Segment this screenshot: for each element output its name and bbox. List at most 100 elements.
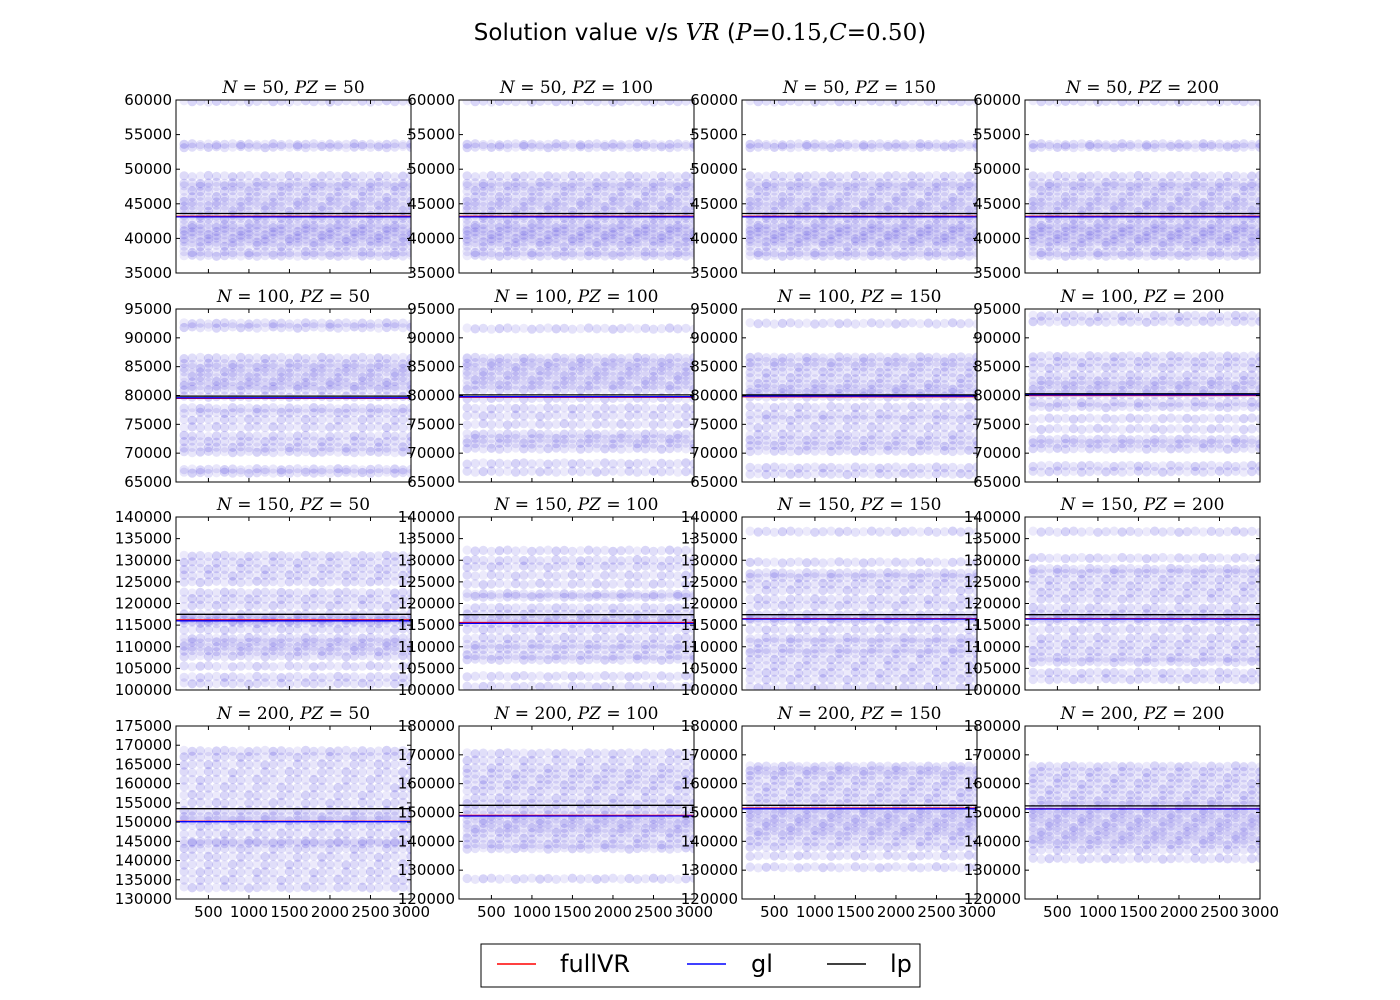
scatter-point [584, 459, 594, 469]
scatter-point [1239, 233, 1249, 243]
scatter-point [559, 458, 569, 468]
scatter-point [1198, 201, 1208, 211]
scatter-point [891, 139, 901, 149]
scatter-point [673, 410, 683, 420]
subplot-title-var: PZ [860, 287, 885, 307]
scatter-point [850, 469, 861, 479]
scatter-point [519, 357, 529, 367]
scatter-point [390, 197, 400, 207]
scatter-point [374, 373, 384, 383]
scatter-point [1142, 192, 1152, 202]
scatter-point [1223, 220, 1233, 230]
scatter-point [1198, 380, 1208, 390]
scatter-point [211, 220, 222, 230]
scatter-point [203, 219, 213, 229]
scatter-point [956, 227, 966, 237]
scatter-point [382, 358, 392, 369]
scatter-point [689, 230, 694, 240]
scatter-point [810, 446, 820, 456]
scatter-point [899, 410, 909, 420]
scatter-point [608, 366, 618, 376]
scatter-point [1028, 181, 1038, 191]
scatter-point [761, 379, 771, 389]
scatter-point [276, 181, 286, 191]
scatter-point [1093, 182, 1103, 192]
scatter-point [665, 361, 675, 371]
scatter-point [1255, 248, 1260, 258]
scatter-point [1036, 398, 1046, 408]
scatter-point [559, 191, 569, 201]
scatter-point [931, 374, 942, 384]
scatter-point [1069, 376, 1079, 386]
scatter-point [486, 192, 496, 202]
scatter-point [494, 247, 505, 257]
scatter-point [964, 179, 974, 189]
scatter-point [1044, 247, 1054, 257]
scatter-point [1247, 370, 1257, 380]
scatter-point [923, 373, 934, 383]
scatter-point [1206, 140, 1216, 150]
scatter-point [915, 362, 925, 372]
scatter-point [1247, 385, 1257, 395]
scatter-point [1109, 226, 1119, 236]
scatter-point [470, 439, 480, 449]
scatter-point [786, 143, 796, 153]
scatter-point [365, 170, 376, 181]
scatter-point [1142, 240, 1152, 250]
scatter-point [1142, 247, 1152, 257]
y-tick-label: 50000 [407, 160, 455, 178]
scatter-point [349, 247, 359, 258]
scatter-point [228, 322, 238, 332]
scatter-point [559, 171, 569, 181]
scatter-point [899, 251, 909, 261]
scatter-point [317, 437, 327, 447]
scatter-point [1085, 351, 1095, 361]
scatter-point [657, 411, 667, 421]
scatter-point [818, 233, 828, 243]
scatter-point [859, 435, 869, 446]
scatter-point [632, 192, 642, 202]
scatter-point [317, 363, 327, 373]
scatter-point [883, 430, 893, 440]
scatter-point [567, 443, 578, 453]
scatter-point [1133, 371, 1143, 381]
scatter-point [1198, 401, 1208, 411]
scatter-point [236, 220, 246, 230]
scatter-point [907, 422, 917, 432]
scatter-point [301, 414, 311, 424]
scatter-point [462, 139, 472, 149]
scatter-point [535, 181, 545, 192]
scatter-point [665, 466, 675, 476]
scatter-point [1052, 234, 1062, 244]
scatter-point [1117, 351, 1127, 361]
scatter-point [511, 385, 521, 395]
scatter-point [1101, 177, 1111, 187]
scatter-point [1150, 205, 1160, 215]
scatter-point [1125, 363, 1135, 373]
scatter-point [640, 141, 651, 152]
scatter-point [1231, 100, 1241, 106]
scatter-point [382, 234, 392, 244]
scatter-point [187, 436, 197, 446]
scatter-point [252, 359, 262, 369]
scatter-point [398, 237, 408, 247]
scatter-point [1142, 351, 1152, 361]
scatter-point [761, 141, 771, 152]
scatter-point [349, 371, 359, 381]
scatter-point [503, 241, 513, 251]
scatter-point [834, 142, 844, 152]
scatter-point [616, 222, 626, 232]
scatter-point [648, 358, 659, 368]
scatter-point [195, 367, 205, 377]
scatter-point [923, 441, 934, 451]
scatter-point [1231, 317, 1241, 327]
scatter-point [777, 446, 788, 456]
scatter-point [834, 367, 844, 377]
subplot-title-var: N [494, 287, 511, 307]
scatter-point [584, 438, 594, 448]
scatter-point [1069, 192, 1079, 203]
scatter-point [284, 443, 294, 453]
scatter-point [478, 242, 488, 252]
scatter-point [390, 220, 400, 230]
